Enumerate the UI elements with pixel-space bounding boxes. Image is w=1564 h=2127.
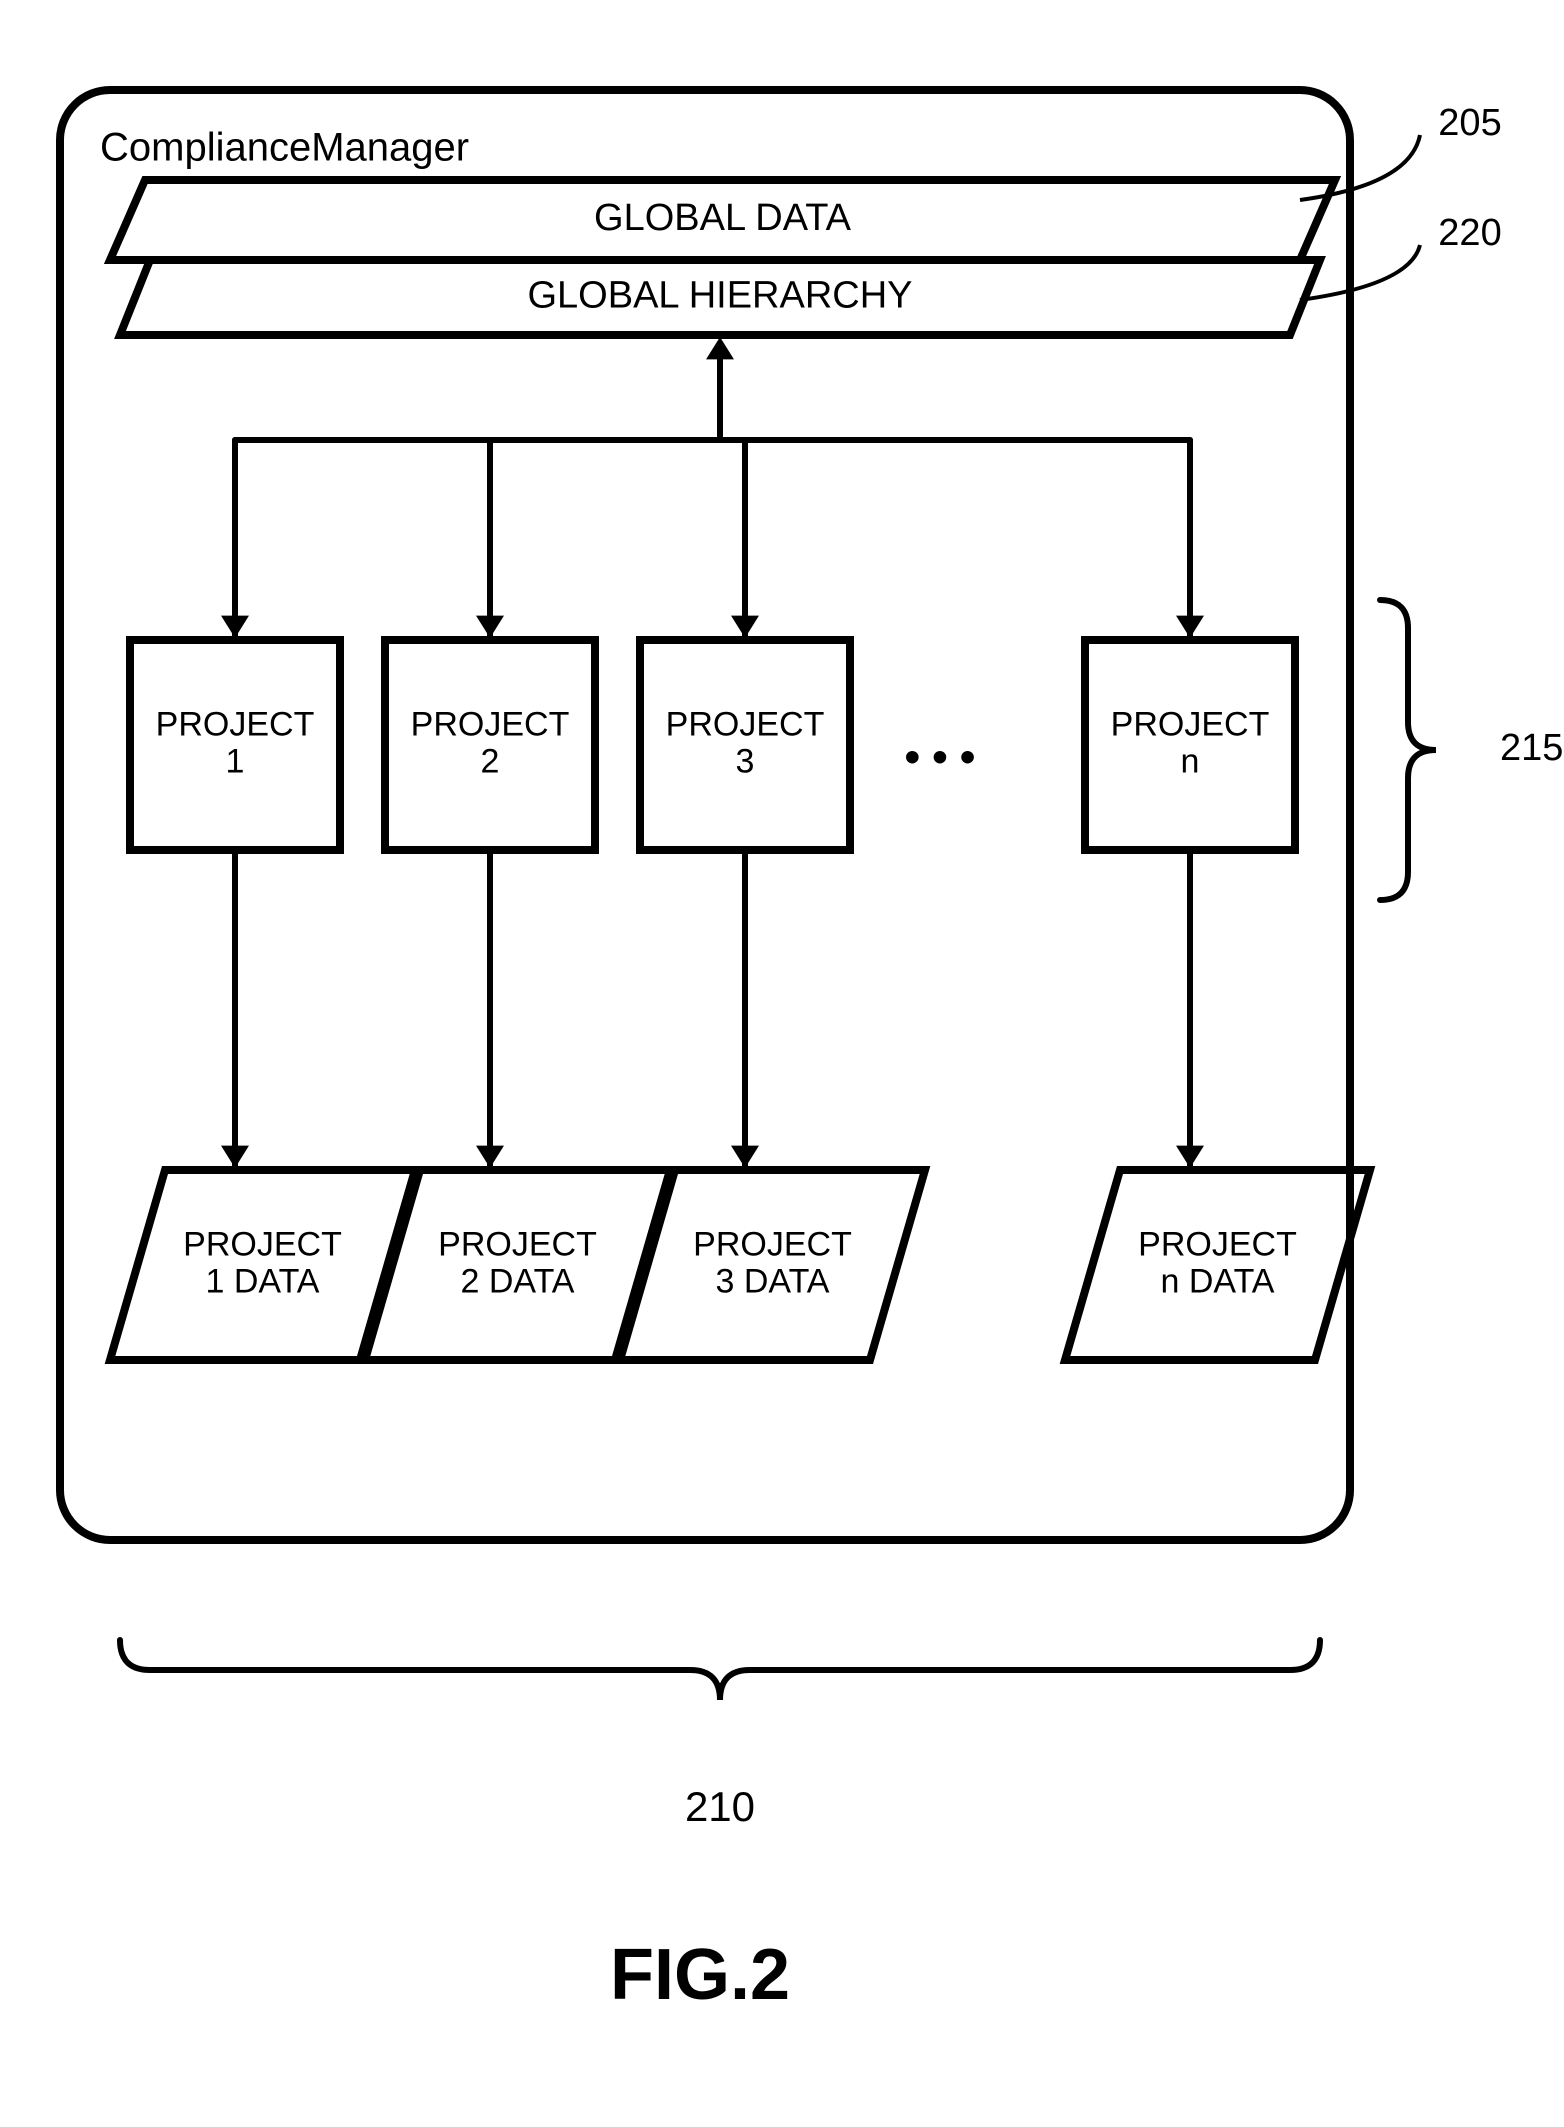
svg-text:n DATA: n DATA bbox=[1161, 1263, 1275, 1301]
svg-text:3 DATA: 3 DATA bbox=[716, 1263, 830, 1301]
svg-text:PROJECT: PROJECT bbox=[693, 1225, 852, 1263]
svg-text:220: 220 bbox=[1438, 212, 1501, 254]
svg-text:PROJECT: PROJECT bbox=[666, 705, 825, 743]
svg-text:• • •: • • • bbox=[905, 733, 976, 782]
svg-text:PROJECT: PROJECT bbox=[411, 705, 570, 743]
svg-text:1 DATA: 1 DATA bbox=[206, 1263, 320, 1301]
svg-text:2: 2 bbox=[481, 743, 500, 781]
svg-text:PROJECT: PROJECT bbox=[438, 1225, 597, 1263]
svg-text:n: n bbox=[1181, 743, 1200, 781]
svg-text:1: 1 bbox=[226, 743, 245, 781]
svg-text:PROJECT: PROJECT bbox=[1111, 705, 1270, 743]
svg-text:215: 215 bbox=[1500, 727, 1563, 769]
svg-text:210: 210 bbox=[685, 1783, 755, 1830]
svg-text:PROJECT: PROJECT bbox=[183, 1225, 342, 1263]
svg-text:2 DATA: 2 DATA bbox=[461, 1263, 575, 1301]
svg-text:PROJECT: PROJECT bbox=[156, 705, 315, 743]
svg-text:FIG.2: FIG.2 bbox=[610, 1935, 790, 2015]
svg-text:3: 3 bbox=[736, 743, 755, 781]
svg-text:ComplianceManager: ComplianceManager bbox=[100, 126, 469, 170]
svg-text:GLOBAL DATA: GLOBAL DATA bbox=[594, 197, 852, 239]
svg-text:PROJECT: PROJECT bbox=[1138, 1225, 1297, 1263]
svg-text:205: 205 bbox=[1438, 102, 1501, 144]
svg-text:GLOBAL HIERARCHY: GLOBAL HIERARCHY bbox=[527, 275, 912, 317]
